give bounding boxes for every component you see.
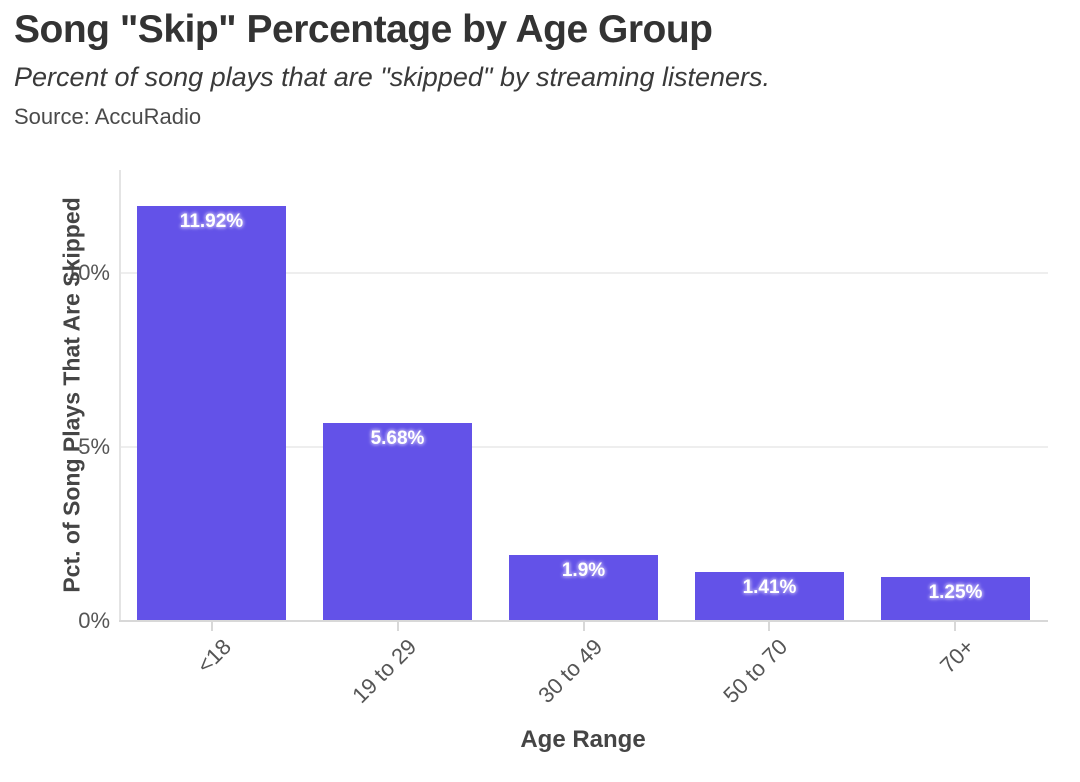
chart-subtitle: Percent of song plays that are "skipped"… (14, 62, 771, 92)
bar-value-label: 11.92% (179, 211, 244, 232)
chart-title: Song "Skip" Percentage by Age Group (14, 8, 713, 51)
bar-19 to 29: 5.68% (323, 423, 472, 621)
x-tick-label: 19 to 29 (347, 634, 422, 708)
x-tick (211, 622, 213, 631)
bar-30 to 49: 1.9% (509, 555, 658, 621)
y-axis-title: Pct. of Song Plays That Are Skipped (58, 197, 85, 593)
x-tick-label: 70+ (934, 634, 979, 679)
x-tick (583, 622, 585, 631)
gridline (119, 272, 1048, 274)
x-axis-baseline (119, 620, 1048, 622)
x-tick (397, 622, 399, 631)
bar-50 to 70: 1.41% (695, 572, 844, 621)
bar-value-label: 1.41% (742, 577, 797, 598)
bar-value-label: 5.68% (370, 428, 425, 449)
y-tick-label: 10% (65, 260, 110, 285)
x-tick-label: <18 (191, 634, 236, 679)
y-axis-line (119, 170, 121, 621)
y-tick-label: 0% (78, 608, 110, 633)
y-tick-label: 5% (78, 434, 110, 459)
x-tick (768, 622, 770, 631)
x-tick-label: 50 to 70 (718, 634, 793, 708)
x-tick-label: 30 to 49 (533, 634, 608, 708)
gridline (119, 446, 1048, 448)
bar-<18: 11.92% (137, 206, 286, 621)
x-axis-title: Age Range (520, 726, 646, 753)
x-tick (954, 622, 956, 631)
bar-value-label: 1.25% (928, 582, 983, 603)
source-note: Source: AccuRadio (14, 104, 202, 129)
bar-70+: 1.25% (881, 577, 1030, 621)
bar-value-label: 1.9% (561, 560, 606, 581)
